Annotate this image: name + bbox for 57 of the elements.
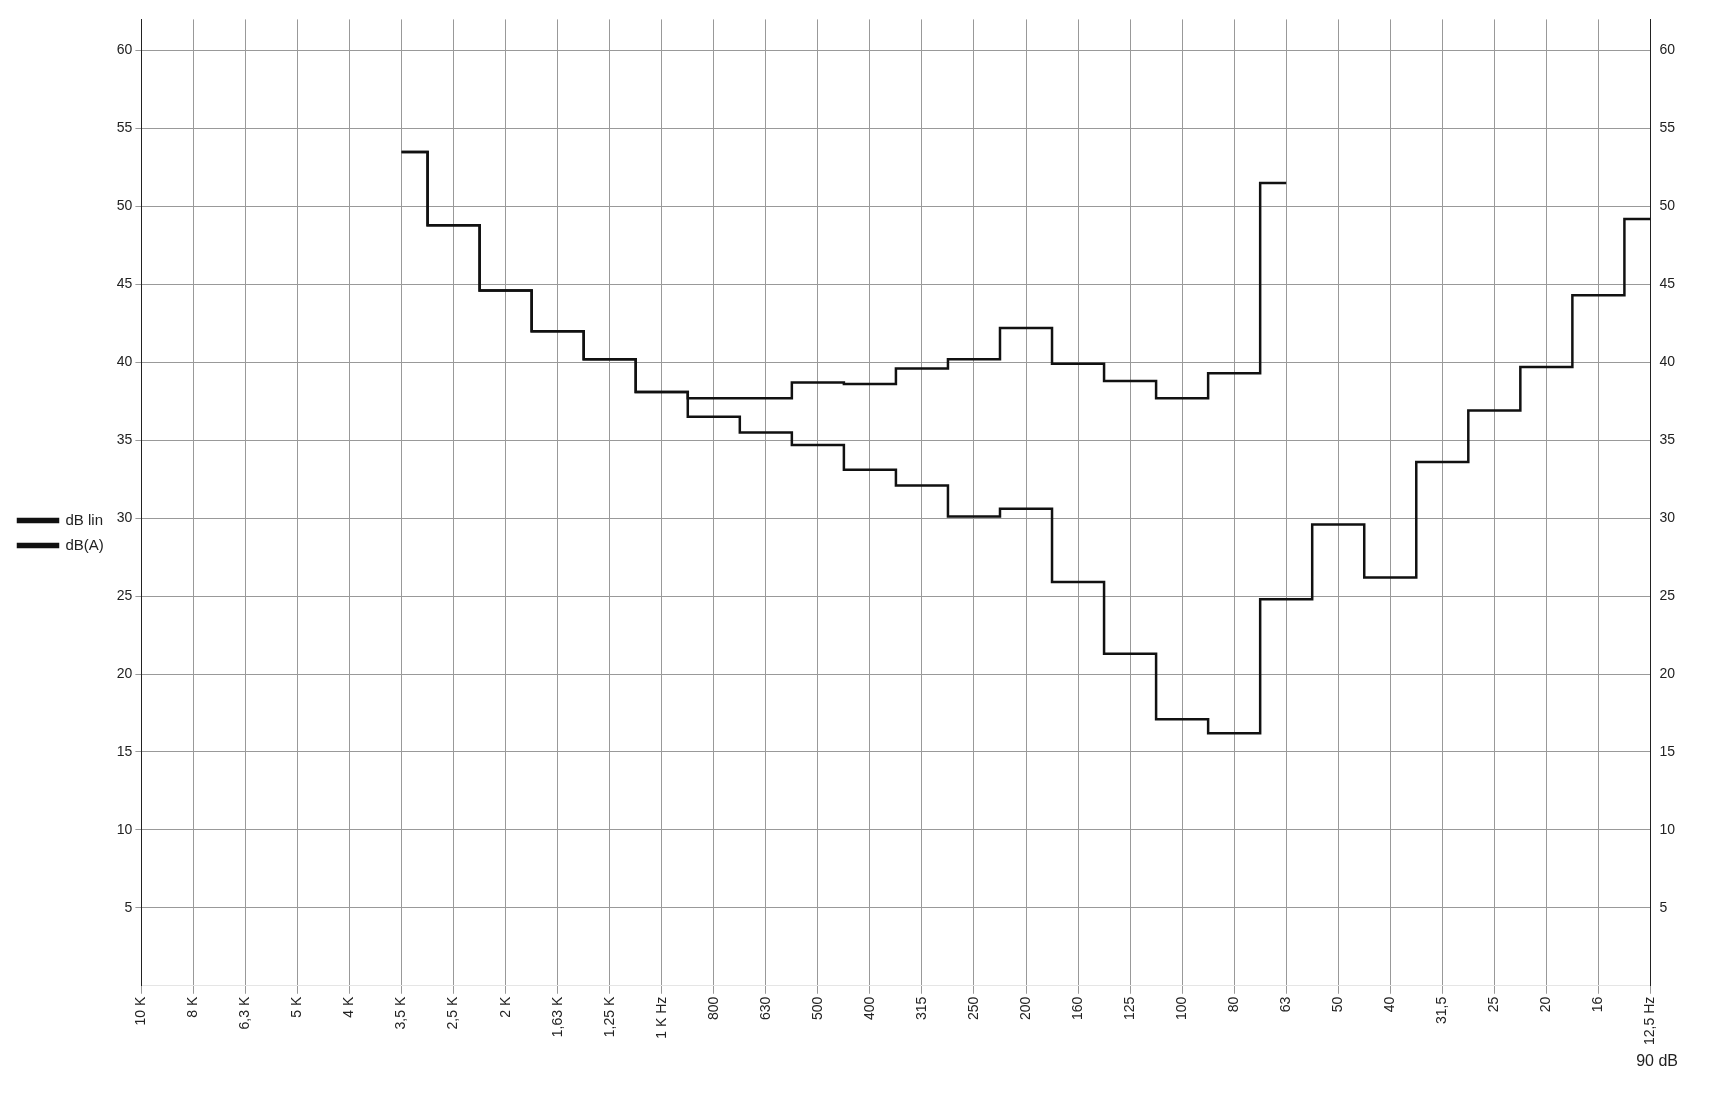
x-tick-label: 5 K xyxy=(288,996,305,1018)
x-tick-label: 160 xyxy=(1068,996,1085,1021)
x-tick-label: 800 xyxy=(704,996,721,1021)
y-tick-label: 25 xyxy=(116,586,133,603)
x-tick-label: 400 xyxy=(860,996,877,1021)
y-tick-label: 5 xyxy=(124,898,133,915)
x-tick-label: 8 K xyxy=(184,996,201,1018)
y-tick-label: 35 xyxy=(116,431,133,448)
x-tick-label: 31,5 xyxy=(1433,996,1450,1024)
y2-tick-label: 25 xyxy=(1659,586,1676,603)
x-tick-label: 40 xyxy=(1381,996,1398,1013)
y2-tick-label: 20 xyxy=(1659,664,1676,681)
y-tick-label: 45 xyxy=(116,275,133,292)
y-tick-label: 30 xyxy=(116,509,133,526)
y2-tick-label: 5 xyxy=(1659,898,1668,915)
y2-tick-label: 50 xyxy=(1659,197,1676,214)
y2-tick-label: 30 xyxy=(1659,509,1676,526)
text: 90 dB xyxy=(1636,1052,1678,1069)
x-tick-label: 1,63 K xyxy=(548,996,565,1038)
y2-tick-label: 35 xyxy=(1659,431,1676,448)
y2-tick-label: 10 xyxy=(1659,820,1676,837)
x-tick-label: 20 xyxy=(1537,996,1554,1013)
y-tick-label: 40 xyxy=(116,353,133,370)
x-tick-label: 100 xyxy=(1172,996,1189,1021)
x-tick-label: 12,5 Hz xyxy=(1641,996,1658,1045)
x-tick-label: 3,5 K xyxy=(392,996,409,1030)
x-tick-label: 63 xyxy=(1277,996,1294,1013)
x-tick-label: 125 xyxy=(1120,996,1137,1021)
y-tick-label: 50 xyxy=(116,197,133,214)
x-tick-label: 2,5 K xyxy=(444,996,461,1030)
y2-tick-label: 40 xyxy=(1659,353,1676,370)
y2-tick-label: 15 xyxy=(1659,742,1676,759)
x-tick-label: 4 K xyxy=(340,996,357,1018)
x-tick-label: 250 xyxy=(964,996,981,1021)
x-tick-label: 6,3 K xyxy=(236,996,253,1030)
y-tick-label: 20 xyxy=(116,664,133,681)
x-tick-label: 200 xyxy=(1016,996,1033,1021)
y-tick-label: 55 xyxy=(116,119,133,136)
x-tick-label: 500 xyxy=(808,996,825,1021)
legend-label: dB(A) xyxy=(65,535,104,553)
x-tick-label: 80 xyxy=(1225,996,1242,1013)
y2-tick-label: 55 xyxy=(1659,119,1676,136)
x-tick-label: 50 xyxy=(1329,996,1346,1013)
x-tick-label: 10 K xyxy=(132,996,149,1026)
x-tick-label: 2 K xyxy=(496,996,513,1018)
y-tick-label: 15 xyxy=(116,742,133,759)
x-tick-label: 630 xyxy=(756,996,773,1021)
y2-tick-label: 60 xyxy=(1659,41,1676,58)
y-tick-label: 10 xyxy=(116,820,133,837)
x-tick-label: 1,25 K xyxy=(600,996,617,1038)
x-tick-label: 315 xyxy=(912,996,929,1021)
y-tick-label: 60 xyxy=(116,41,133,58)
x-tick-label: 25 xyxy=(1485,996,1502,1013)
x-tick-label: 16 xyxy=(1589,996,1606,1013)
legend-label: dB lin xyxy=(65,510,104,528)
y2-tick-label: 45 xyxy=(1659,275,1676,292)
x-tick-label: 1 K Hz xyxy=(652,996,669,1039)
